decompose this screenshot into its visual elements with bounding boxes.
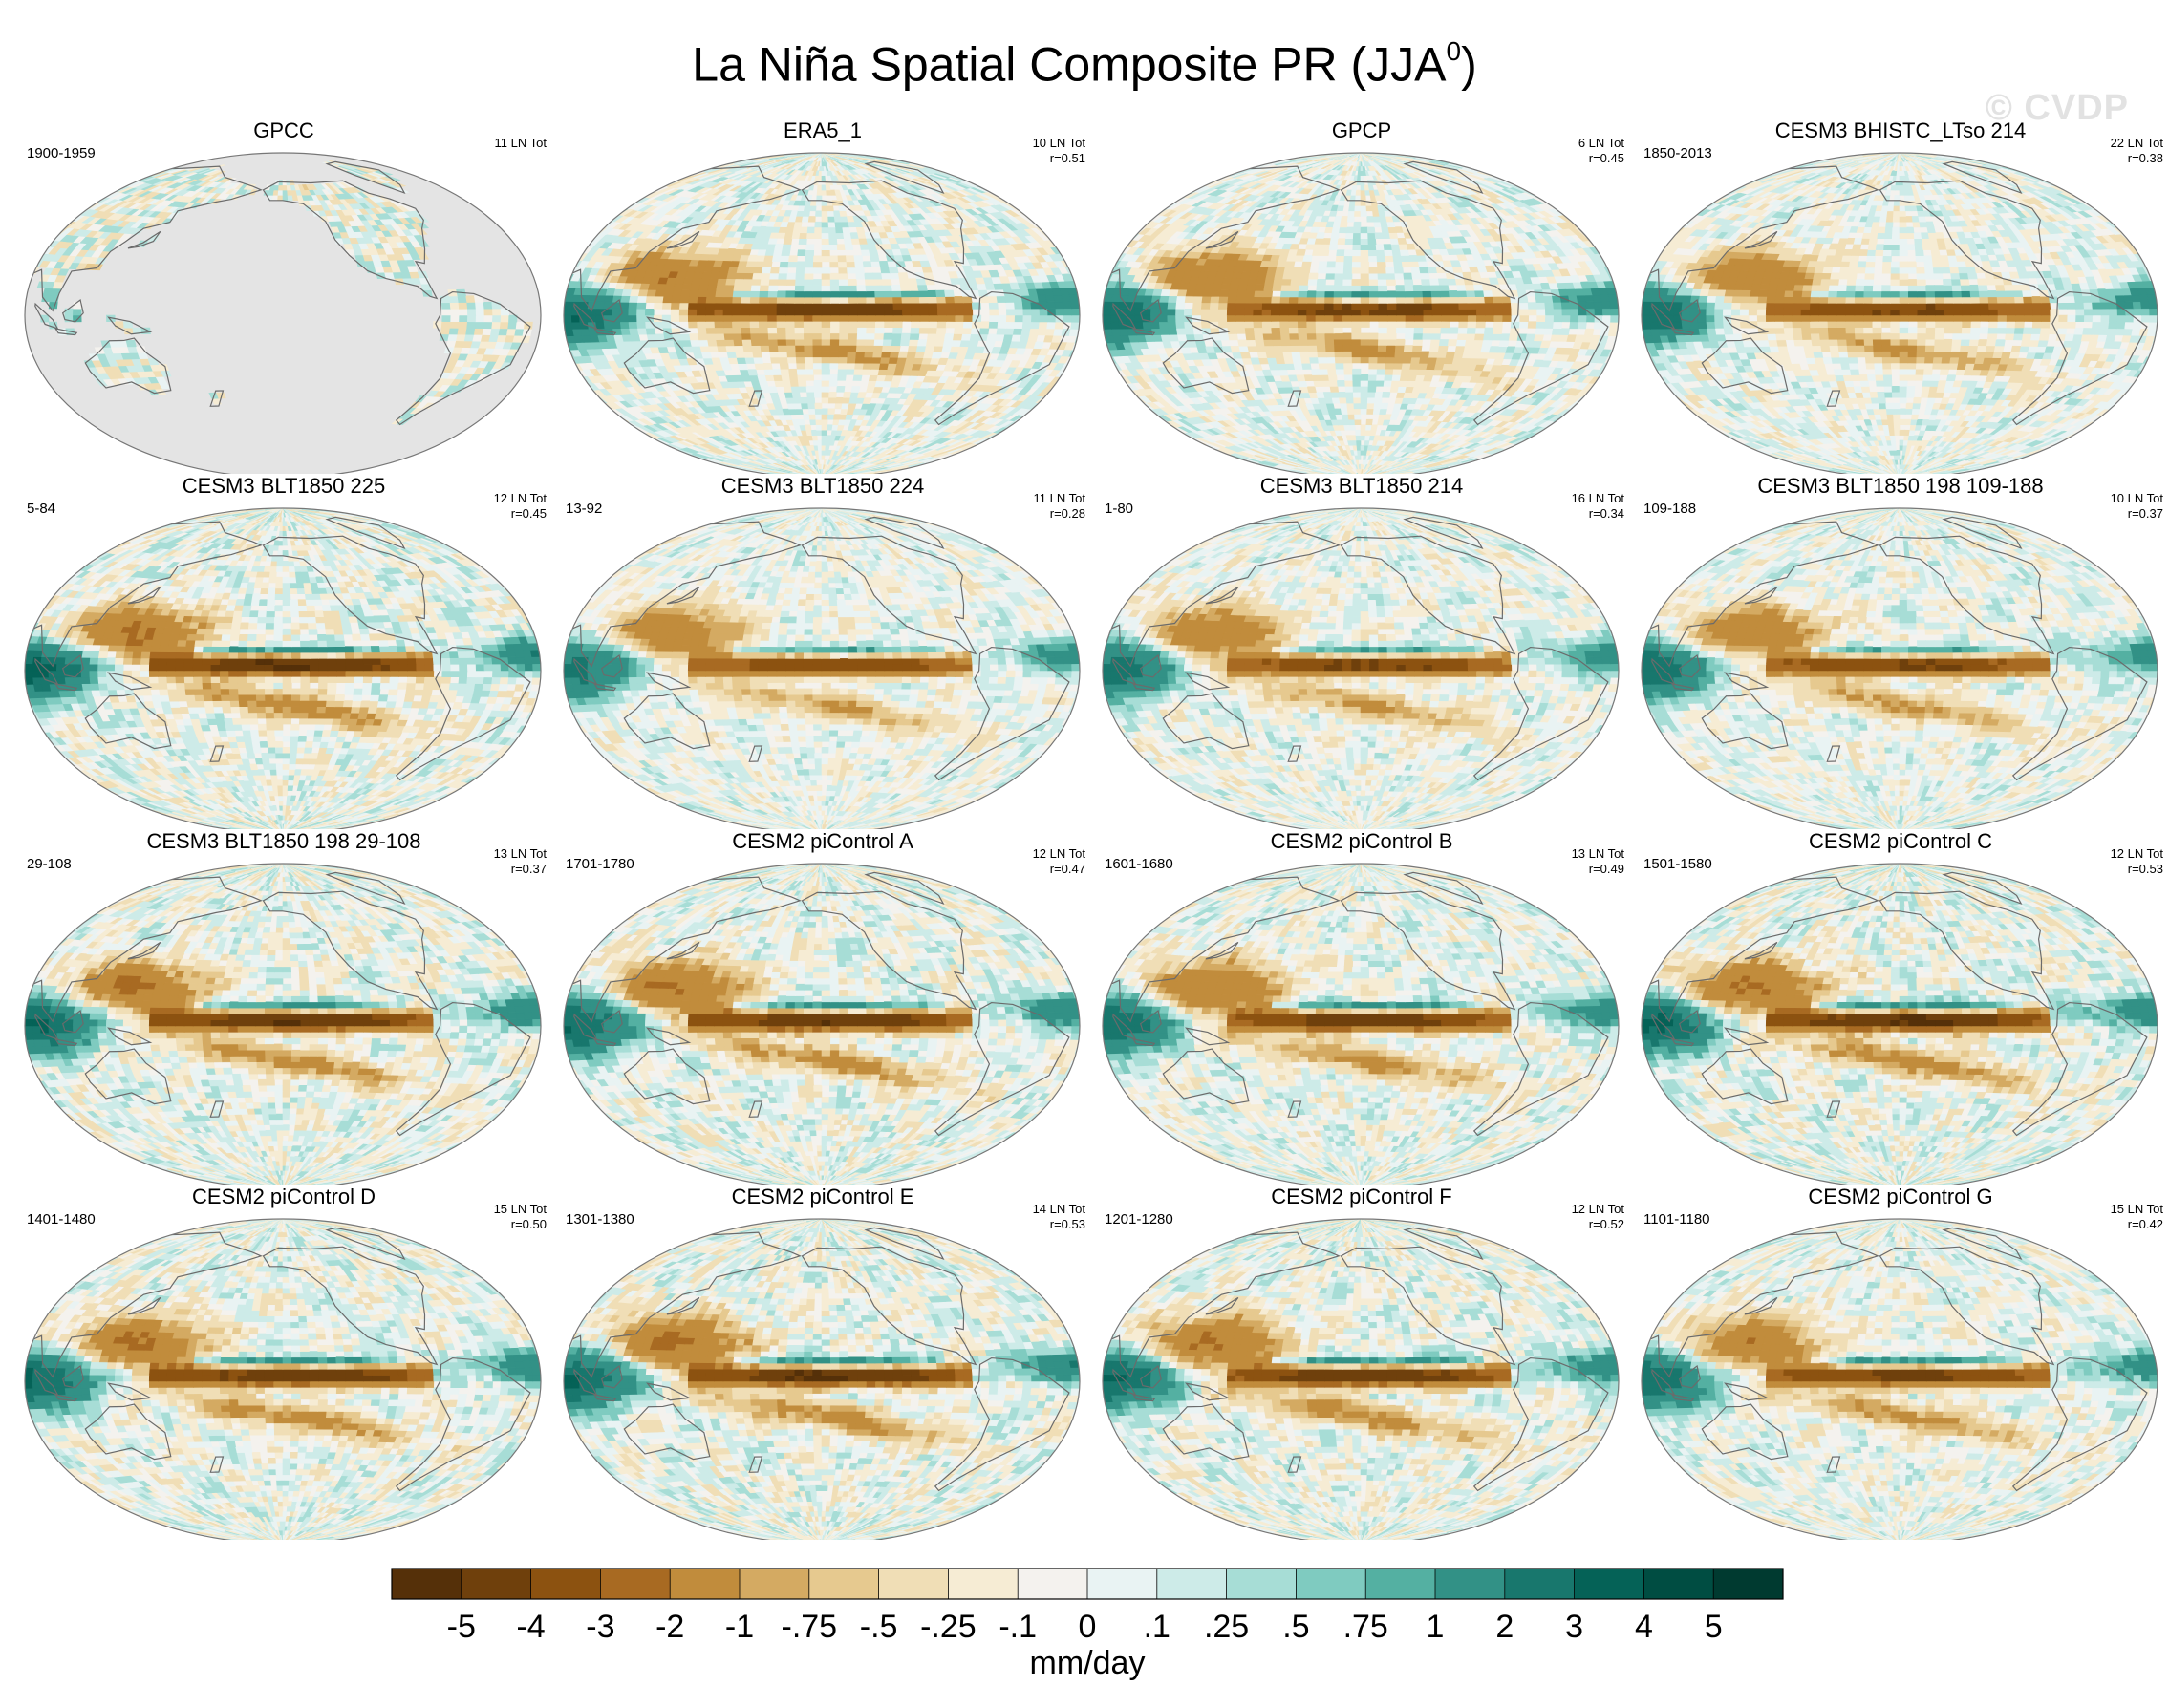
colorbar-swatch — [1435, 1569, 1505, 1599]
colorbar-tick-label: 2 — [1495, 1609, 1514, 1645]
colorbar-swatch — [531, 1569, 601, 1599]
colorbar-units: mm/day — [1030, 1645, 1146, 1681]
colorbar-swatch — [1505, 1569, 1575, 1599]
colorbar-swatch — [462, 1569, 531, 1599]
colorbar-tick-label: 3 — [1565, 1609, 1583, 1645]
colorbar-swatch — [740, 1569, 809, 1599]
colorbar-swatch — [1713, 1569, 1783, 1599]
colorbar-swatch — [1575, 1569, 1644, 1599]
colorbar-tick-label: 5 — [1705, 1609, 1723, 1645]
colorbar-tick-label: -.1 — [999, 1609, 1037, 1645]
colorbar-tick-label: -2 — [655, 1609, 684, 1645]
colorbar-swatch — [670, 1569, 740, 1599]
colorbar-swatch — [809, 1569, 879, 1599]
colorbar-tick-label: -1 — [725, 1609, 754, 1645]
colorbar-tick-label: 0 — [1079, 1609, 1097, 1645]
colorbar-tick-label: -.5 — [860, 1609, 898, 1645]
colorbar-tick-label: .25 — [1204, 1609, 1249, 1645]
colorbar-tick-label: .75 — [1343, 1609, 1388, 1645]
colorbar-tick-label: .1 — [1144, 1609, 1170, 1645]
colorbar-swatch — [1365, 1569, 1435, 1599]
colorbar-tick-label: .5 — [1282, 1609, 1309, 1645]
colorbar-swatch — [879, 1569, 949, 1599]
colorbar-swatch — [1643, 1569, 1713, 1599]
colorbar-tick-label: -5 — [447, 1609, 476, 1645]
colorbar-swatch — [1227, 1569, 1297, 1599]
colorbar-tick-label: 1 — [1427, 1609, 1445, 1645]
colorbar-tick-label: -4 — [516, 1609, 545, 1645]
colorbar-swatch — [1018, 1569, 1087, 1599]
colorbar-swatch — [392, 1569, 462, 1599]
colorbar-tick-label: 4 — [1635, 1609, 1653, 1645]
colorbar-swatch — [1157, 1569, 1227, 1599]
colorbar-swatch — [600, 1569, 670, 1599]
colorbar-swatch — [1296, 1569, 1365, 1599]
colorbar-tick-label: -.75 — [782, 1609, 838, 1645]
colorbar-tick-label: -.25 — [920, 1609, 977, 1645]
colorbar-swatch — [948, 1569, 1018, 1599]
colorbar-swatch — [1087, 1569, 1157, 1599]
colorbar-tick-label: -3 — [586, 1609, 614, 1645]
